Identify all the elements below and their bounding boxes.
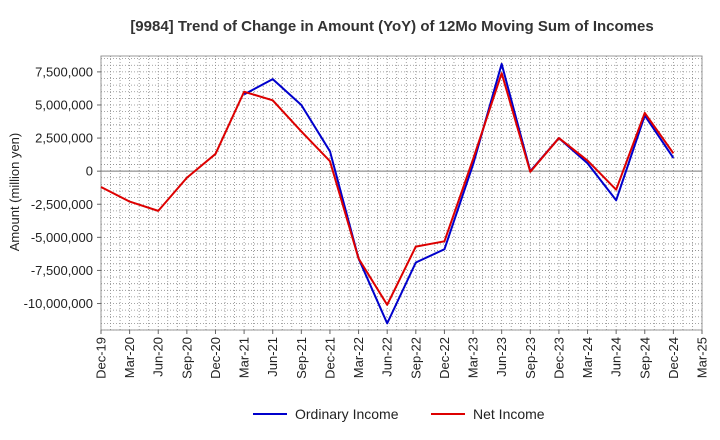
- x-tick-label: Dec-24: [666, 337, 681, 379]
- legend-label-ordinary-income: Ordinary Income: [295, 406, 399, 422]
- x-tick-label: Jun-23: [494, 337, 509, 377]
- chart-title: [9984] Trend of Change in Amount (YoY) o…: [130, 18, 653, 35]
- plot-area: [100, 55, 703, 331]
- y-tick-label: 5,000,000: [35, 97, 93, 112]
- x-tick-label: Sep-24: [637, 337, 652, 379]
- ordinary-income-line: [243, 62, 675, 325]
- x-tick-label: Mar-23: [466, 337, 481, 378]
- x-tick-label: Mar-20: [122, 337, 137, 378]
- y-tick-label: -2,500,000: [31, 197, 93, 212]
- y-tick-label: -7,500,000: [31, 263, 93, 278]
- x-tick-label: Jun-21: [265, 337, 280, 377]
- y-tick-label: 7,500,000: [35, 64, 93, 79]
- x-tick-label: Mar-21: [237, 337, 252, 378]
- x-tick-label: Dec-19: [94, 337, 109, 379]
- y-tick-label: -5,000,000: [31, 230, 93, 245]
- x-tick-label: Dec-23: [551, 337, 566, 379]
- x-tick-label: Sep-21: [294, 337, 309, 379]
- legend-label-net-income: Net Income: [473, 406, 545, 422]
- x-tick-label: Sep-23: [523, 337, 538, 379]
- x-tick-label: Sep-20: [179, 337, 194, 379]
- x-tick-label: Jun-24: [609, 337, 624, 377]
- y-tick-label: 0: [86, 164, 93, 179]
- x-tick-label: Sep-22: [408, 337, 423, 379]
- x-tick-label: Dec-22: [437, 337, 452, 379]
- y-tick-label: -10,000,000: [24, 296, 93, 311]
- y-axis-ticks: 7,500,000 5,000,000 2,500,000 0 -2,500,000 -5…: [24, 64, 101, 311]
- series-lines: [100, 62, 675, 325]
- y-tick-label: 2,500,000: [35, 131, 93, 146]
- y-axis-label: Amount (million yen): [7, 133, 22, 252]
- x-tick-label: Jun-20: [151, 337, 166, 377]
- plot-frame: [100, 55, 703, 331]
- grid-lines: [100, 56, 703, 331]
- x-tick-label: Jun-22: [380, 337, 395, 377]
- x-tick-label: Dec-20: [208, 337, 223, 379]
- x-tick-label: Dec-21: [322, 337, 337, 379]
- x-tick-label: Mar-25: [695, 337, 710, 378]
- x-tick-label: Mar-22: [351, 337, 366, 378]
- net-income-line: [100, 72, 675, 306]
- legend: Ordinary Income Net Income: [253, 406, 545, 422]
- x-tick-label: Mar-24: [580, 337, 595, 378]
- x-axis-ticks: Dec-19 Mar-20 Jun-20 Sep-20 Dec-20 Mar-21 Jun-…: [94, 330, 710, 379]
